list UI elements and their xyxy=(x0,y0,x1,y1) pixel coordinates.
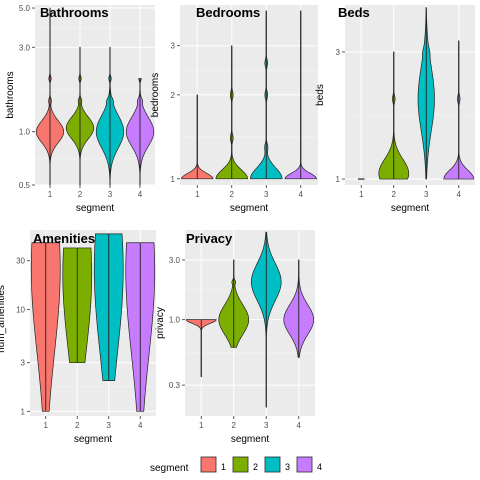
y-axis-label: bedrooms xyxy=(150,73,161,117)
panel-background xyxy=(35,5,155,185)
x-axis-label: segment xyxy=(76,203,115,214)
legend: segment 1 2 3 4 xyxy=(150,456,322,474)
legend-key-swatch xyxy=(200,456,217,473)
y-axis-label: num_amenities xyxy=(0,285,7,353)
y-tick-label: 1.0 xyxy=(19,128,31,137)
y-tick-label: 0.5 xyxy=(19,181,31,190)
x-tick-label: 3 xyxy=(264,190,269,199)
x-axis-label: segment xyxy=(230,203,269,214)
panel-title: Bathrooms xyxy=(40,5,109,20)
x-tick-label: 2 xyxy=(78,190,83,199)
panel-bedrooms: 1 2 3 1 2 3 4 Bedrooms segment bedrooms xyxy=(150,5,318,214)
x-tick-label: 1 xyxy=(359,190,364,199)
x-tick-label: 2 xyxy=(392,190,397,199)
y-tick-label: 1 xyxy=(336,175,341,184)
legend-key-swatch xyxy=(296,456,313,473)
y-tick-label: 3 xyxy=(336,48,341,57)
x-tick-label: 3 xyxy=(424,190,429,199)
x-tick-label: 2 xyxy=(230,190,235,199)
panel-privacy: 0.3 1.0 3.0 1 2 3 4 Privacy segment privacy xyxy=(155,230,315,445)
y-tick-label: 2 xyxy=(171,91,176,100)
y-axis-label: bathrooms xyxy=(5,71,16,118)
y-tick-label: 30 xyxy=(16,257,25,266)
x-tick-label: 3 xyxy=(107,421,112,430)
legend-label: 4 xyxy=(317,462,322,472)
x-tick-label: 1 xyxy=(199,421,204,430)
panel-title: Amenities xyxy=(33,231,95,246)
x-axis-label: segment xyxy=(231,434,270,445)
y-tick-label: 0.3 xyxy=(169,381,181,390)
panel-title: Bedrooms xyxy=(196,5,260,20)
x-tick-label: 2 xyxy=(232,421,237,430)
legend-item-1: 1 xyxy=(200,456,226,473)
y-tick-label: 1.0 xyxy=(169,316,181,325)
panel-title: Beds xyxy=(338,5,370,20)
y-tick-label: 3 xyxy=(21,359,26,368)
x-tick-label: 2 xyxy=(75,421,80,430)
y-tick-label: 3 xyxy=(171,42,176,51)
y-tick-label: 10 xyxy=(16,305,25,314)
legend-label: 2 xyxy=(253,462,258,472)
panel-amenities: 1 3 10 30 1 2 3 4 Amenities segment num_amenities xyxy=(0,230,156,445)
legend-label: 3 xyxy=(285,462,290,472)
panel-bathrooms: 0.5 1.0 3.0 5.0 1 2 3 4 Bathrooms segment bathroom… xyxy=(5,4,155,214)
panel-title: Privacy xyxy=(186,231,233,246)
x-tick-label: 3 xyxy=(108,190,113,199)
panel-background xyxy=(345,5,475,185)
legend-label: 1 xyxy=(221,462,226,472)
legend-item-2: 2 xyxy=(232,456,258,473)
y-tick-label: 5.0 xyxy=(19,4,31,13)
x-tick-label: 4 xyxy=(297,421,302,430)
y-tick-label: 1 xyxy=(21,407,26,416)
y-tick-label: 1 xyxy=(171,175,176,184)
y-axis-label: beds xyxy=(315,84,326,106)
x-tick-label: 3 xyxy=(264,421,269,430)
panel-beds: 1 3 1 2 3 4 Beds segment beds xyxy=(315,5,475,214)
x-axis-label: segment xyxy=(391,203,430,214)
legend-title: segment xyxy=(150,463,189,474)
y-tick-label: 3.0 xyxy=(169,256,181,265)
x-tick-label: 1 xyxy=(44,421,49,430)
y-axis-label: privacy xyxy=(155,307,166,339)
x-tick-label: 1 xyxy=(48,190,53,199)
y-tick-label: 3.0 xyxy=(19,43,31,52)
legend-key-swatch xyxy=(264,456,281,473)
legend-item-3: 3 xyxy=(264,456,290,473)
x-tick-label: 4 xyxy=(138,421,143,430)
legend-key-swatch xyxy=(232,456,249,473)
x-tick-label: 4 xyxy=(299,190,304,199)
legend-item-4: 4 xyxy=(296,456,322,473)
x-axis-label: segment xyxy=(74,434,113,445)
x-tick-label: 4 xyxy=(138,190,143,199)
x-tick-label: 4 xyxy=(457,190,462,199)
x-tick-label: 1 xyxy=(195,190,200,199)
